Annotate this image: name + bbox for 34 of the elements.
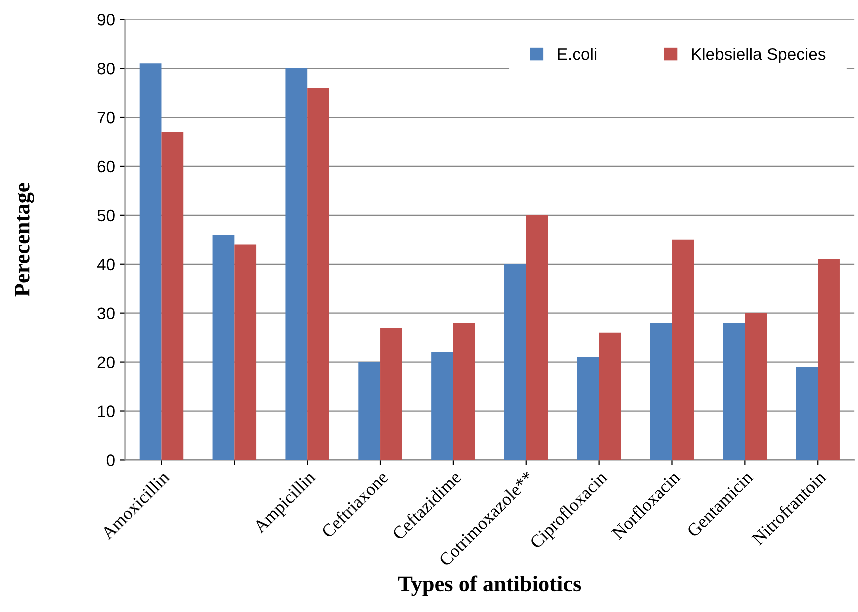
y-tick-label: 90 (98, 14, 115, 26)
bar (308, 88, 330, 460)
bar (453, 323, 476, 460)
y-tick-label: 10 (98, 406, 115, 418)
bar (526, 215, 548, 460)
bar (432, 352, 454, 460)
y-tick-label: 70 (98, 112, 115, 124)
bar (504, 264, 526, 460)
y-tick-label: 80 (98, 62, 115, 75)
bar (358, 362, 381, 460)
bar (380, 328, 402, 460)
y-axis-title: Perecentage (15, 183, 35, 297)
y-tick-label: 20 (98, 356, 115, 369)
bar (796, 367, 818, 460)
bar (745, 313, 768, 460)
y-tick-label: 30 (98, 308, 115, 320)
legend-label: Klebsiella Species (692, 48, 826, 64)
bar (212, 235, 235, 460)
bar (234, 244, 257, 460)
bar (577, 357, 600, 460)
bar (599, 332, 622, 460)
y-tick-label: 60 (98, 160, 115, 173)
bar (162, 132, 184, 460)
y-tick-label: 50 (98, 210, 115, 222)
bar (818, 259, 840, 460)
x-axis-title: Types of antibiotics (398, 576, 582, 596)
bar (723, 323, 746, 460)
bar (286, 68, 308, 460)
legend-label: E.coli (558, 48, 597, 60)
bar (650, 323, 672, 460)
bar (672, 240, 694, 460)
bar (140, 64, 162, 460)
y-tick-label: 40 (97, 258, 115, 271)
y-tick-label: 0 (106, 454, 115, 466)
